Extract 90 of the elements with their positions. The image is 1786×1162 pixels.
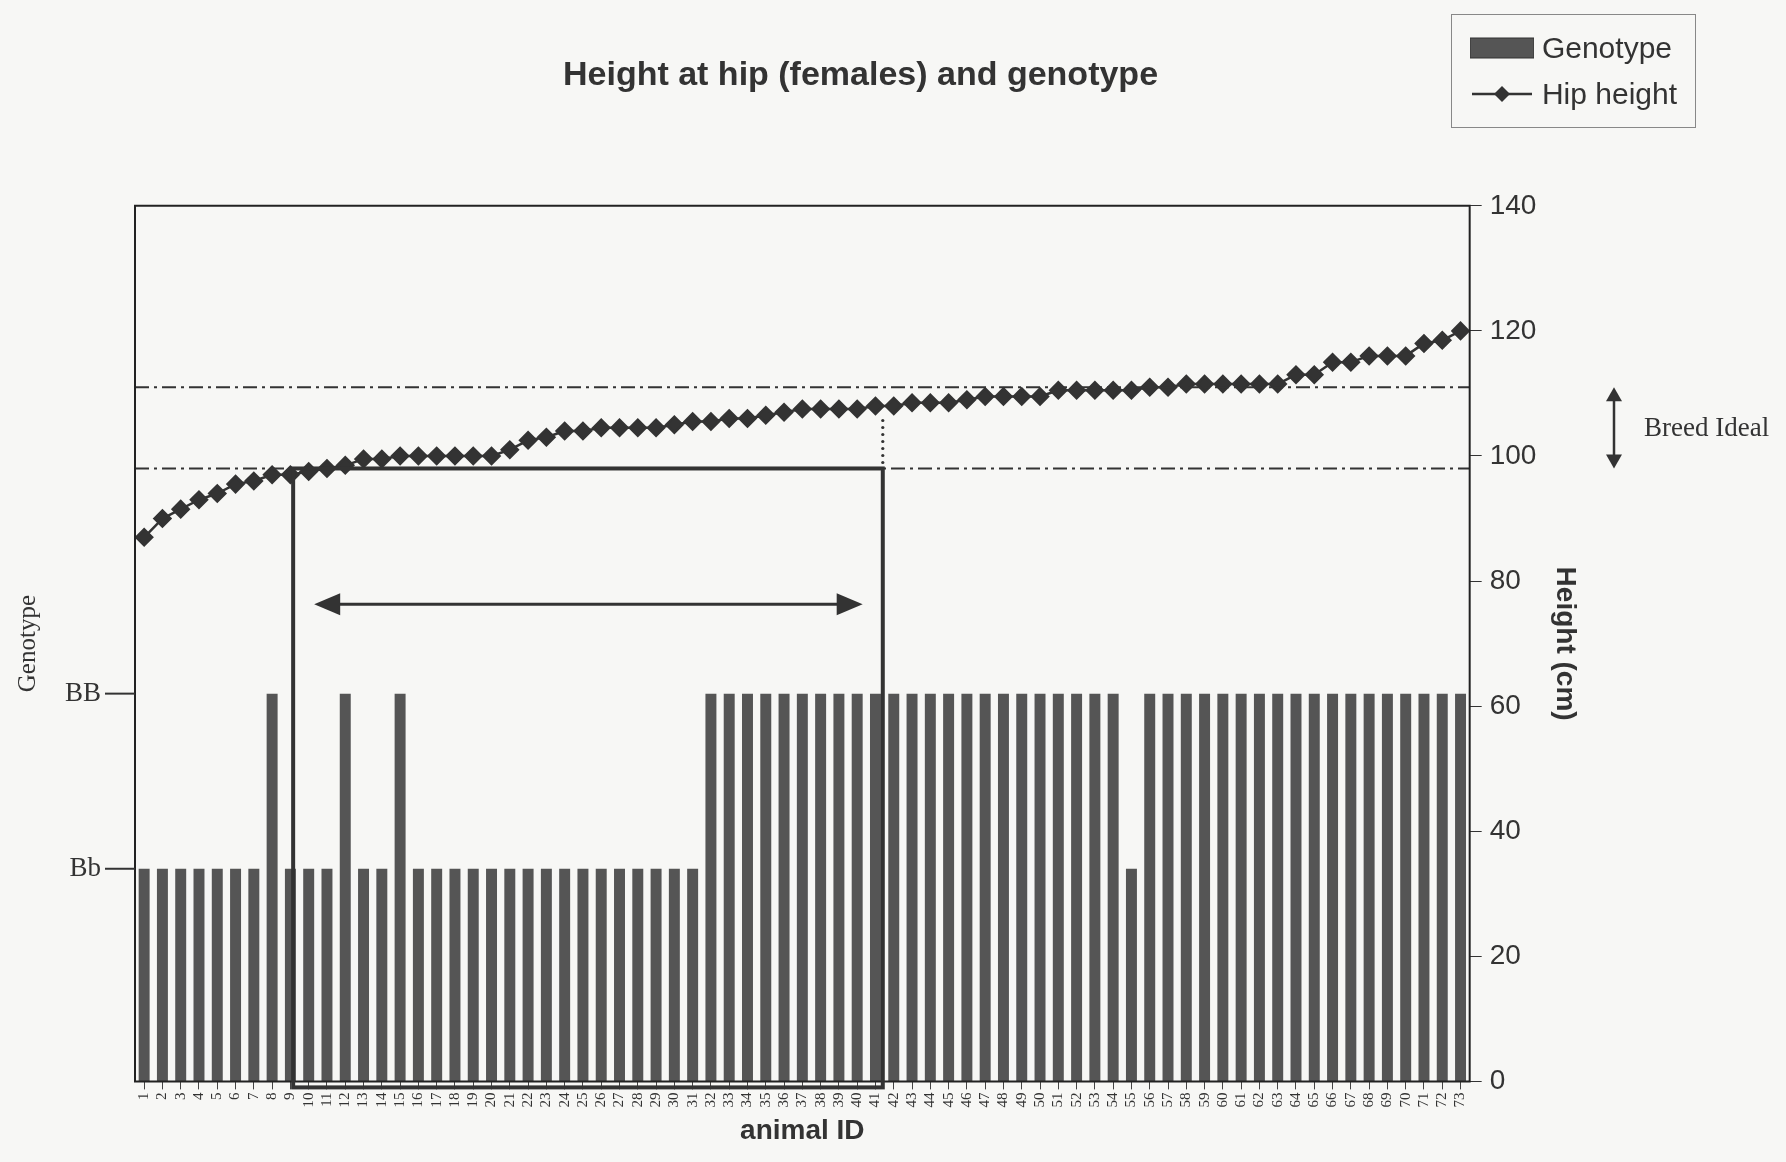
x-tick-label: 64 xyxy=(1286,1091,1303,1108)
x-tick-label: 34 xyxy=(738,1091,755,1108)
x-tick-label: 56 xyxy=(1140,1091,1157,1108)
x-tick-label: 6 xyxy=(226,1091,243,1100)
x-tick-label: 28 xyxy=(628,1092,645,1108)
x-tick-label: 22 xyxy=(519,1092,536,1108)
x-tick-label: 27 xyxy=(610,1091,627,1108)
x-tick-label: 43 xyxy=(902,1092,919,1108)
x-tick-label: 70 xyxy=(1396,1092,1413,1108)
x-tick-label: 55 xyxy=(1122,1092,1139,1108)
x-tick-label: 49 xyxy=(1012,1092,1029,1108)
x-tick-label: 45 xyxy=(939,1092,956,1108)
x-tick-label: 65 xyxy=(1305,1092,1322,1108)
x-tick-label: 54 xyxy=(1104,1091,1121,1108)
text: Breed Ideal xyxy=(1644,411,1770,443)
x-tick-label: 39 xyxy=(829,1092,846,1108)
x-tick-label: 41 xyxy=(866,1092,883,1108)
x-tick-label: 11 xyxy=(317,1092,334,1107)
x-tick-label: 32 xyxy=(701,1092,718,1108)
y2-tick-label: 0 xyxy=(1489,1064,1506,1096)
chart-title: Height at hip (females) and genotype xyxy=(562,53,1159,92)
x-tick-label: 5 xyxy=(208,1092,225,1100)
x-tick-label: 50 xyxy=(1030,1092,1047,1108)
x-tick-label: 13 xyxy=(354,1092,371,1108)
x-tick-label: 63 xyxy=(1268,1092,1285,1108)
x-tick-label: 25 xyxy=(573,1092,590,1108)
y2-axis-title: Height (cm) xyxy=(1551,566,1583,721)
x-tick-label: 17 xyxy=(427,1091,444,1108)
x-tick-label: 62 xyxy=(1250,1092,1267,1108)
y2-tick-label: 60 xyxy=(1489,688,1521,720)
x-tick-label: 44 xyxy=(921,1091,938,1108)
x-tick-label: 16 xyxy=(409,1091,426,1108)
x-tick-label: 66 xyxy=(1323,1091,1340,1108)
x-tick-label: 68 xyxy=(1360,1092,1377,1108)
legend-label: Hip height xyxy=(1541,76,1677,112)
x-tick-label: 30 xyxy=(665,1092,682,1108)
x-tick-label: 14 xyxy=(372,1091,389,1108)
y2-tick-label: 20 xyxy=(1489,939,1521,971)
x-tick-label: 57 xyxy=(1158,1091,1175,1108)
y2-tick-label: 40 xyxy=(1489,813,1521,845)
x-tick-label: 37 xyxy=(793,1091,810,1108)
x-tick-label: 73 xyxy=(1451,1092,1468,1108)
x-tick-label: 67 xyxy=(1341,1091,1358,1108)
x-tick-label: 40 xyxy=(848,1092,865,1108)
x-tick-label: 31 xyxy=(683,1092,700,1108)
x-tick-label: 8 xyxy=(263,1092,280,1100)
x-tick-label: 46 xyxy=(957,1091,974,1108)
x-tick-label: 23 xyxy=(537,1092,554,1108)
text: BB xyxy=(64,676,101,707)
x-tick-label: 10 xyxy=(299,1092,316,1108)
x-tick-label: 26 xyxy=(592,1091,609,1108)
x-tick-label: 60 xyxy=(1213,1092,1230,1108)
x-tick-label: 29 xyxy=(647,1092,664,1108)
x-tick-label: 72 xyxy=(1433,1092,1450,1108)
x-tick-label: 35 xyxy=(756,1092,773,1108)
y2-tick-label: 80 xyxy=(1489,563,1521,595)
y2-tick-label: 100 xyxy=(1489,438,1537,470)
x-tick-label: 7 xyxy=(244,1091,261,1100)
x-tick-label: 58 xyxy=(1177,1092,1194,1108)
y2-tick-label: 140 xyxy=(1489,188,1537,220)
x-tick-label: 18 xyxy=(445,1092,462,1108)
x-tick-label: 2 xyxy=(153,1092,170,1100)
x-tick-label: 69 xyxy=(1378,1092,1395,1108)
x-tick-label: 33 xyxy=(720,1092,737,1108)
x-tick-label: 42 xyxy=(884,1092,901,1108)
x-tick-label: 9 xyxy=(281,1092,298,1100)
x-tick-label: 24 xyxy=(555,1091,572,1108)
x-tick-label: 48 xyxy=(994,1092,1011,1108)
x-tick-label: 71 xyxy=(1414,1092,1431,1108)
x-tick-label: 15 xyxy=(391,1092,408,1108)
x-tick-label: 21 xyxy=(500,1092,517,1108)
x-tick-label: 20 xyxy=(482,1092,499,1108)
x-tick-label: 61 xyxy=(1232,1092,1249,1108)
x-tick-label: 51 xyxy=(1049,1092,1066,1108)
x-tick-label: 3 xyxy=(171,1092,188,1100)
x-axis-title: animal ID xyxy=(740,1113,865,1145)
x-tick-label: 36 xyxy=(775,1091,791,1108)
x-tick-label: 52 xyxy=(1067,1092,1084,1108)
text: Bb xyxy=(69,851,101,882)
y2-tick-label: 120 xyxy=(1489,313,1537,345)
x-tick-label: 59 xyxy=(1195,1092,1212,1108)
x-tick-label: 1 xyxy=(135,1092,152,1100)
x-tick-label: 12 xyxy=(336,1092,353,1108)
x-tick-label: 19 xyxy=(464,1092,481,1108)
x-tick-label: 47 xyxy=(976,1091,993,1108)
y-axis-title: Genotype xyxy=(12,595,40,693)
x-tick-label: 4 xyxy=(189,1091,206,1100)
x-tick-label: 53 xyxy=(1085,1092,1102,1108)
x-tick-label: 38 xyxy=(811,1092,828,1108)
legend-label: Genotype xyxy=(1541,30,1672,66)
